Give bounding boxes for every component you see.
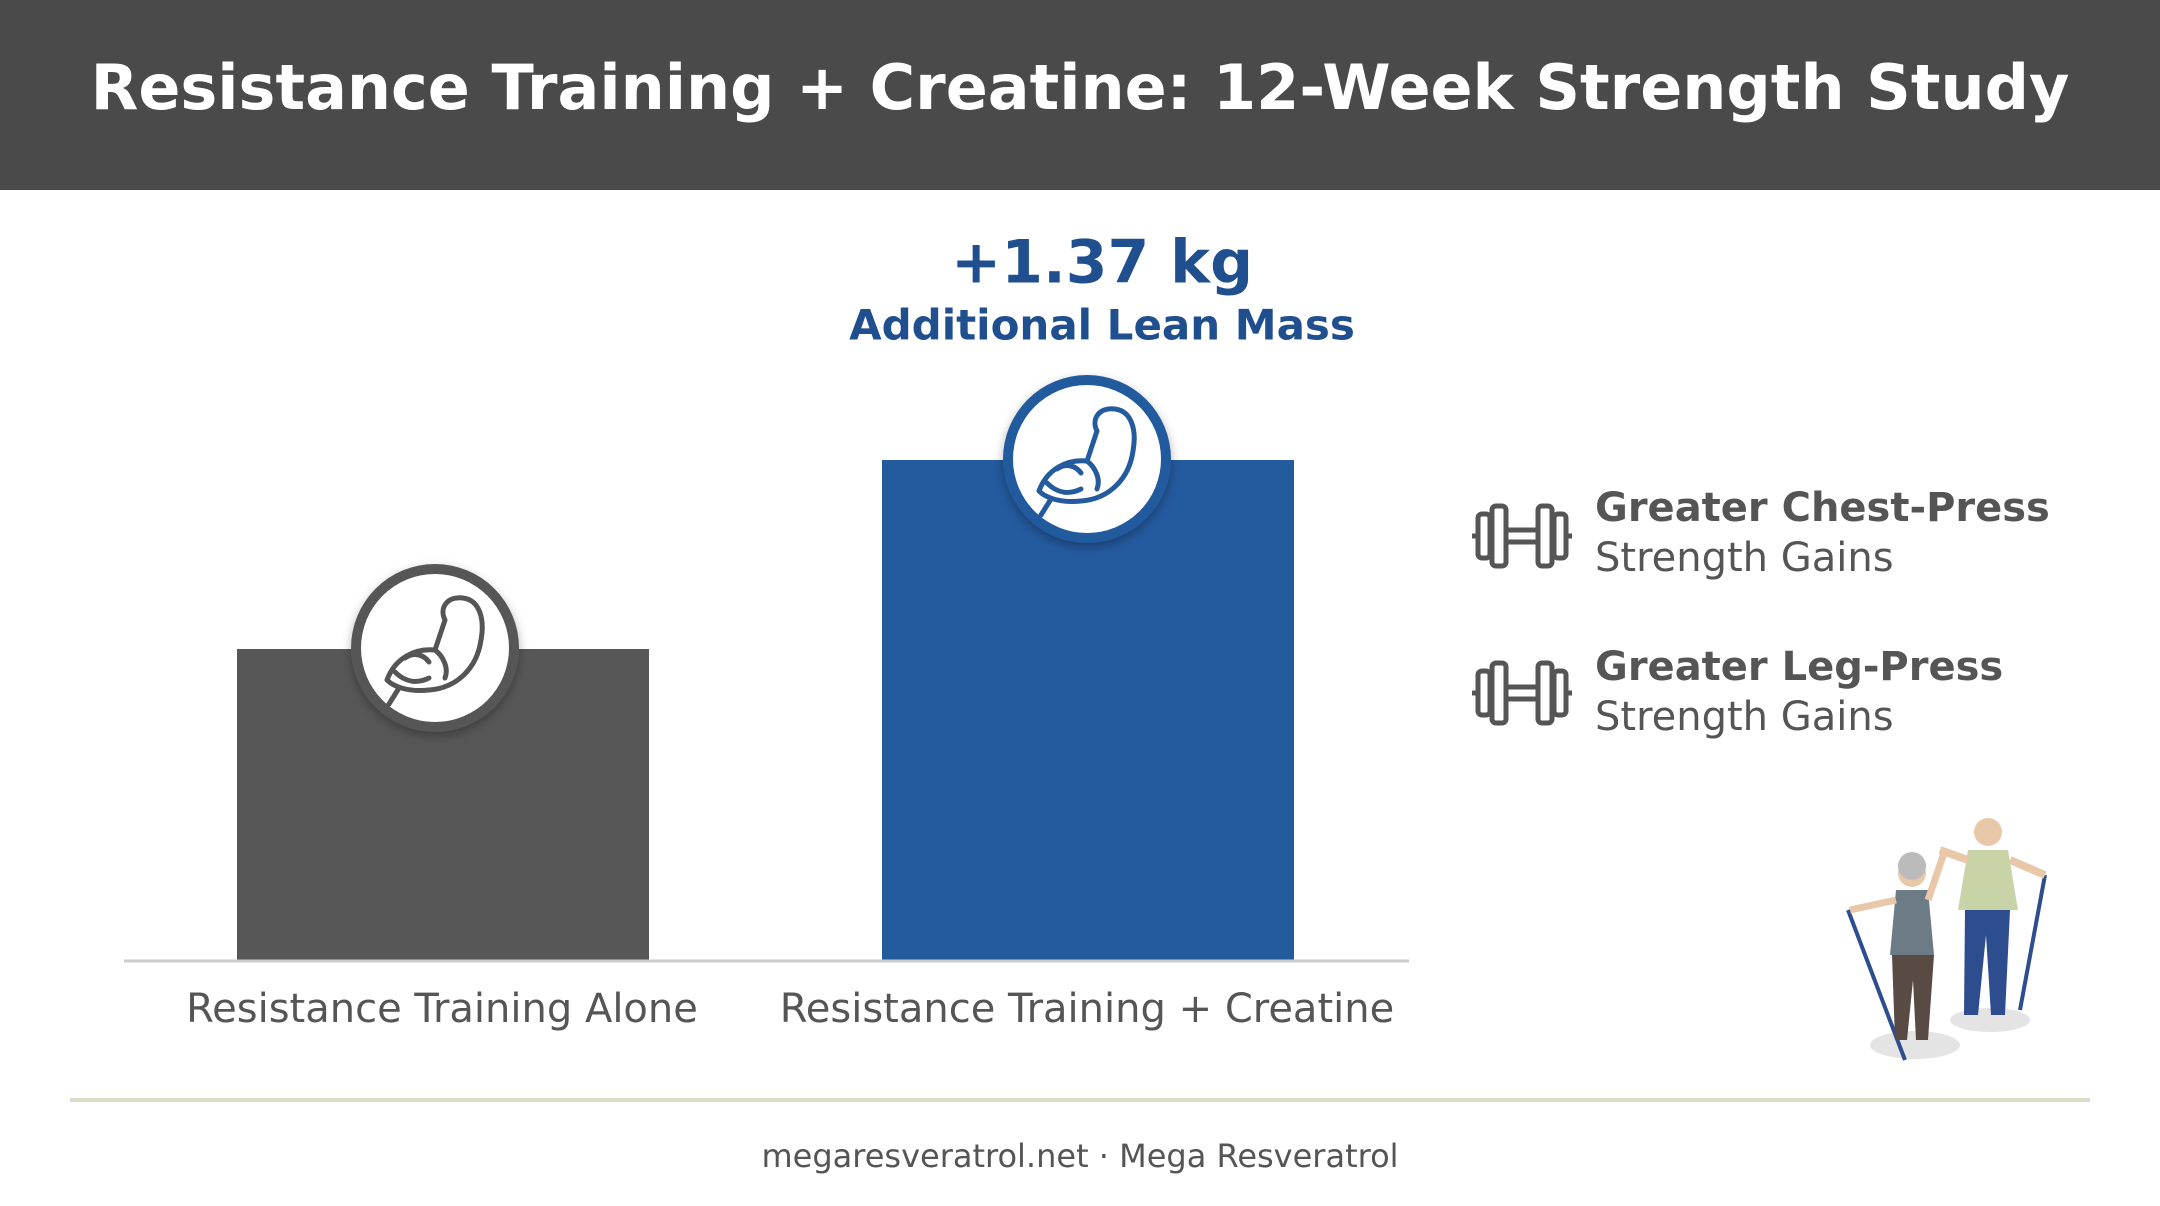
- benefit-subtitle: Strength Gains: [1595, 694, 1894, 740]
- category-label: Resistance Training Alone: [186, 986, 698, 1032]
- annotation-label: Additional Lean Mass: [849, 301, 1355, 350]
- benefit-title: Greater Chest-Press: [1595, 485, 2050, 531]
- muscle-icon: [351, 564, 519, 732]
- benefit-title: Greater Leg-Press: [1595, 644, 2003, 690]
- category-label: Resistance Training + Creatine: [780, 986, 1394, 1032]
- couple-illustration: [1846, 818, 2047, 1061]
- annotation-value: +1.37 kg: [951, 228, 1253, 298]
- dumbbell-icon: [1472, 506, 1572, 566]
- bar: [882, 460, 1294, 960]
- muscle-icon: [1003, 375, 1171, 543]
- benefit-subtitle: Strength Gains: [1595, 535, 1894, 581]
- header-bar: [0, 0, 2160, 190]
- footer-text: megaresveratrol.net · Mega Resveratrol: [761, 1137, 1398, 1175]
- title: Resistance Training + Creatine: 12-Week …: [91, 51, 2070, 124]
- dumbbell-icon: [1472, 663, 1572, 723]
